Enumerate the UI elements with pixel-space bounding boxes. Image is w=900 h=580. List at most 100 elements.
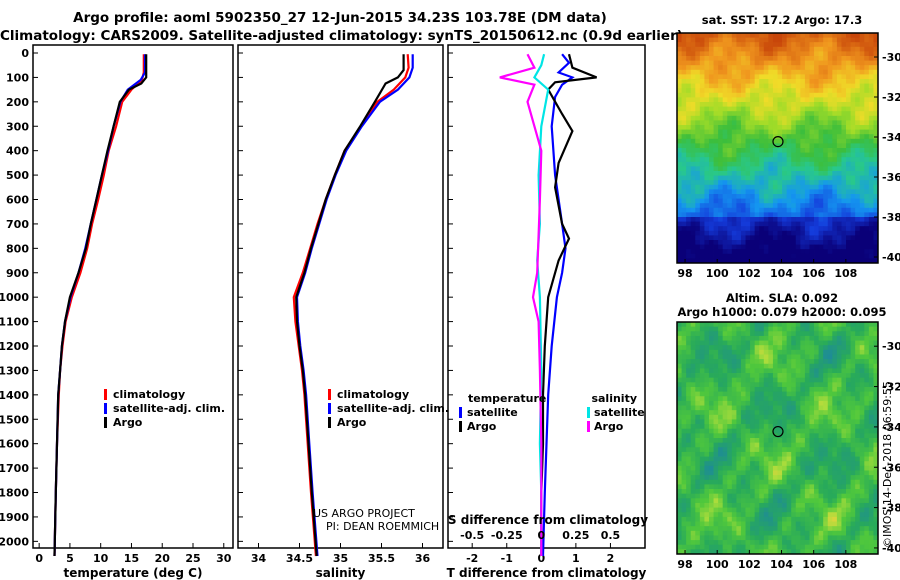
map-cell: [686, 249, 692, 255]
map-cell: [704, 258, 710, 264]
map-cell: [868, 46, 874, 52]
map-cell: [855, 326, 861, 332]
map-cell: [750, 115, 756, 121]
map-cell: [859, 217, 865, 222]
map-cell: [836, 438, 842, 444]
legend-swatch: [104, 417, 107, 428]
map-cell: [791, 498, 797, 504]
map-cell: [759, 335, 765, 341]
map-cell: [681, 354, 687, 360]
map-cell: [818, 249, 824, 255]
map-cell: [795, 335, 801, 341]
map-cell: [791, 475, 797, 481]
map-cell: [804, 230, 810, 236]
map-cell: [736, 60, 742, 66]
map-cell: [750, 42, 756, 48]
map-cell: [750, 359, 756, 365]
map-cell: [804, 152, 810, 158]
map-cell: [832, 143, 838, 149]
map-cell: [791, 489, 797, 495]
map-cell: [708, 391, 714, 397]
map-cell: [859, 438, 865, 444]
map-cell: [718, 405, 724, 411]
map-cell: [772, 42, 778, 48]
map-cell: [864, 419, 870, 425]
map-cell: [727, 377, 733, 383]
map-cell: [800, 535, 806, 541]
map-cell: [814, 373, 820, 379]
map-cell: [718, 143, 724, 149]
map-cell: [727, 258, 733, 264]
map-cell: [782, 516, 788, 522]
map-cell: [823, 184, 829, 190]
map-cell: [699, 345, 705, 351]
x-tick-label: 98: [677, 558, 692, 571]
map-cell: [827, 180, 833, 186]
map-cell: [708, 198, 714, 204]
map-cell: [836, 253, 842, 259]
map-cell: [722, 74, 728, 80]
map-cell: [850, 424, 856, 430]
map-cell: [809, 461, 815, 467]
map-cell: [786, 386, 792, 392]
map-cell: [704, 526, 710, 532]
map-cell: [699, 475, 705, 481]
map-cell: [786, 60, 792, 66]
map-cell: [731, 134, 737, 140]
map-cell: [731, 46, 737, 52]
map-cell: [708, 235, 714, 241]
map-cell: [818, 69, 824, 75]
map-cell: [677, 194, 682, 199]
map-cell: [677, 198, 682, 204]
map-cell: [795, 111, 801, 117]
map-cell: [795, 442, 801, 448]
map-cell: [868, 217, 874, 222]
map-cell: [750, 331, 756, 337]
map-cell: [782, 526, 788, 532]
map-cell: [759, 226, 765, 232]
map-cell: [686, 479, 692, 485]
argo-location-marker: [772, 425, 784, 438]
map-cell: [713, 217, 719, 222]
map-cell: [718, 120, 724, 126]
map-frame: [676, 321, 879, 555]
map-cell: [800, 244, 806, 250]
map-cell: [836, 530, 842, 536]
map-cell: [736, 438, 742, 444]
map-cell: [777, 386, 783, 392]
map-cell: [850, 470, 856, 476]
map-cell: [795, 221, 801, 227]
map-cell: [777, 203, 783, 209]
map-cell: [736, 386, 742, 392]
map-cell: [704, 424, 710, 430]
map-cell: [731, 189, 737, 195]
map-cell: [690, 253, 696, 259]
map-cell: [740, 171, 746, 176]
map-cell: [690, 106, 696, 112]
map-cell: [768, 33, 774, 38]
map-cell: [686, 102, 692, 107]
map-cell: [708, 368, 714, 374]
map-cell: [859, 120, 865, 126]
map-cell: [809, 203, 815, 209]
map-cell: [681, 184, 687, 190]
map-cell: [713, 226, 719, 232]
map-cell: [823, 484, 829, 490]
map-cell: [864, 226, 870, 232]
map-cell: [791, 230, 797, 236]
map-cell: [800, 157, 806, 163]
map-cell: [873, 125, 879, 130]
map-cell: [718, 349, 724, 355]
map-cell: [873, 56, 879, 61]
map-cell: [832, 526, 838, 532]
map-cell: [731, 143, 737, 149]
map-cell: [677, 106, 682, 112]
map-cell: [814, 125, 820, 130]
map-cell: [827, 396, 833, 402]
map-cell: [713, 410, 719, 416]
map-cell: [759, 97, 765, 103]
map-cell: [818, 442, 824, 448]
map-cell: [814, 526, 820, 532]
map-cell: [736, 516, 742, 522]
map-cell: [722, 438, 728, 444]
